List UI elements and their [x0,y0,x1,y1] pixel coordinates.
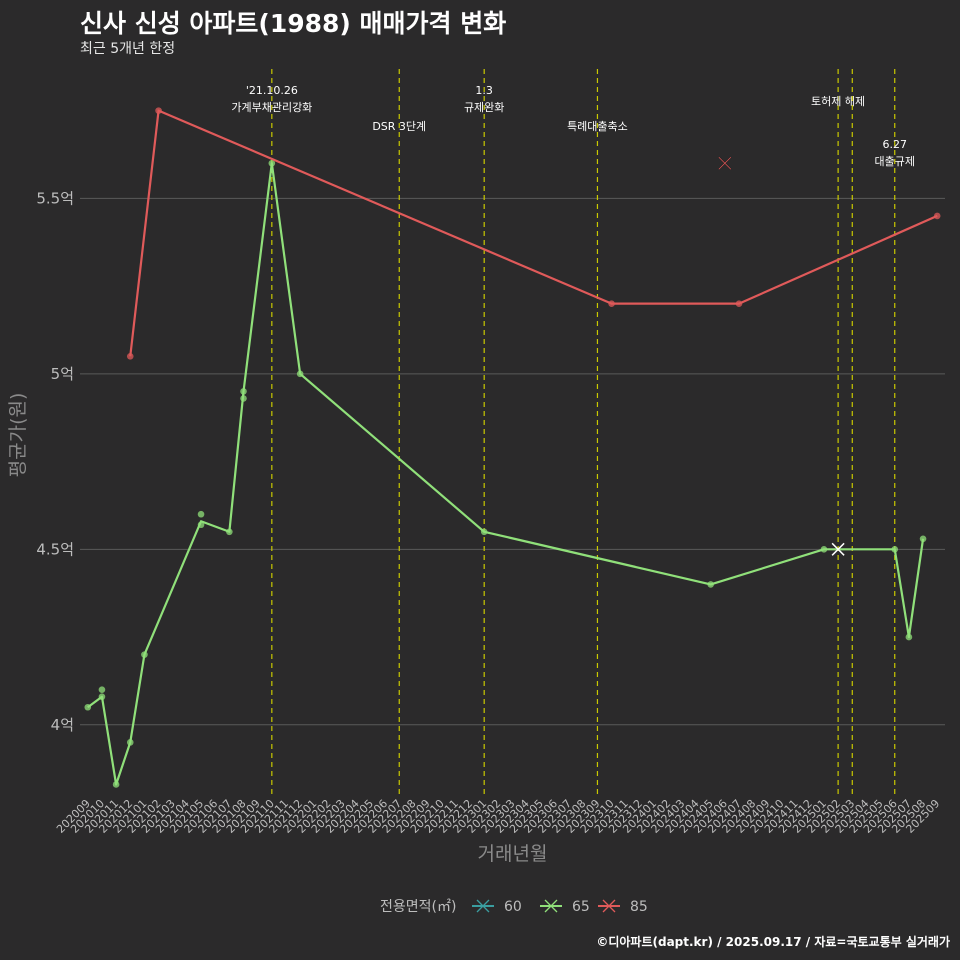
y-tick-label: 4.5억 [36,540,74,558]
legend-60-marker [476,899,490,913]
x-axis-title: 거래년월 [478,843,548,865]
event-label: DSR 3단계 [372,120,426,133]
series-65-point [919,535,927,543]
series-65-point [240,388,247,395]
series-85-point [126,352,134,360]
event-label: 1.3 [475,84,493,97]
event-label: 규제완화 [464,101,504,114]
y-tick-label: 4억 [51,716,74,734]
series-85-point [933,212,941,220]
series-65-point [197,510,205,518]
chart-subtitle: 최근 5개년 한정 [80,41,176,57]
series-85-point [735,300,743,307]
legend-85-label: 85 [630,899,648,915]
series-85-point [608,300,615,307]
series-85-line [129,109,938,357]
legend-65-marker [544,899,558,913]
event-label: 특례대출축소 [567,120,628,133]
event-label: 가계부채관리강화 [231,101,312,114]
y-tick-label: 5.5억 [36,189,74,207]
series-65-point [112,781,120,788]
series-65-line [87,162,925,786]
series-65-point [126,739,134,746]
series-65-point [98,686,106,694]
series-65-point [98,693,106,701]
series-65-point [240,395,247,402]
event-label: 대출규제 [875,155,915,168]
y-axis-title: 평균가(원) [7,393,29,478]
series-65-point [268,159,276,167]
series-65-point [480,528,488,536]
y-tick-label: 5억 [51,365,74,383]
series-65-point [905,633,913,641]
event-label: 토허제 해제 [811,94,865,108]
chart-title: 신사 신성 아파트(1988) 매매가격 변화 [80,9,507,38]
series-65-point [820,546,828,553]
series-65-point [197,521,205,529]
series-85-x-marker-overlay [718,156,732,170]
legend-title: 전용면적(㎡) [380,899,456,915]
series-65-point [296,370,304,378]
series-65-point [707,581,714,588]
series-85-point [155,107,162,114]
series-65-point [84,703,92,711]
event-label: 6.27 [882,138,907,151]
series-65-point [141,651,148,658]
series-65-point [891,546,899,553]
series-65-point [226,528,233,536]
legend-60-label: 60 [504,899,522,915]
legend-85-marker [602,899,616,913]
series-65-x-marker [831,542,845,556]
source-credit: ©디아파트(dapt.kr) / 2025.09.17 / 자료=국토교통부 실… [596,935,950,949]
event-label: '21.10.26 [246,84,298,97]
legend-65-label: 65 [572,899,590,915]
